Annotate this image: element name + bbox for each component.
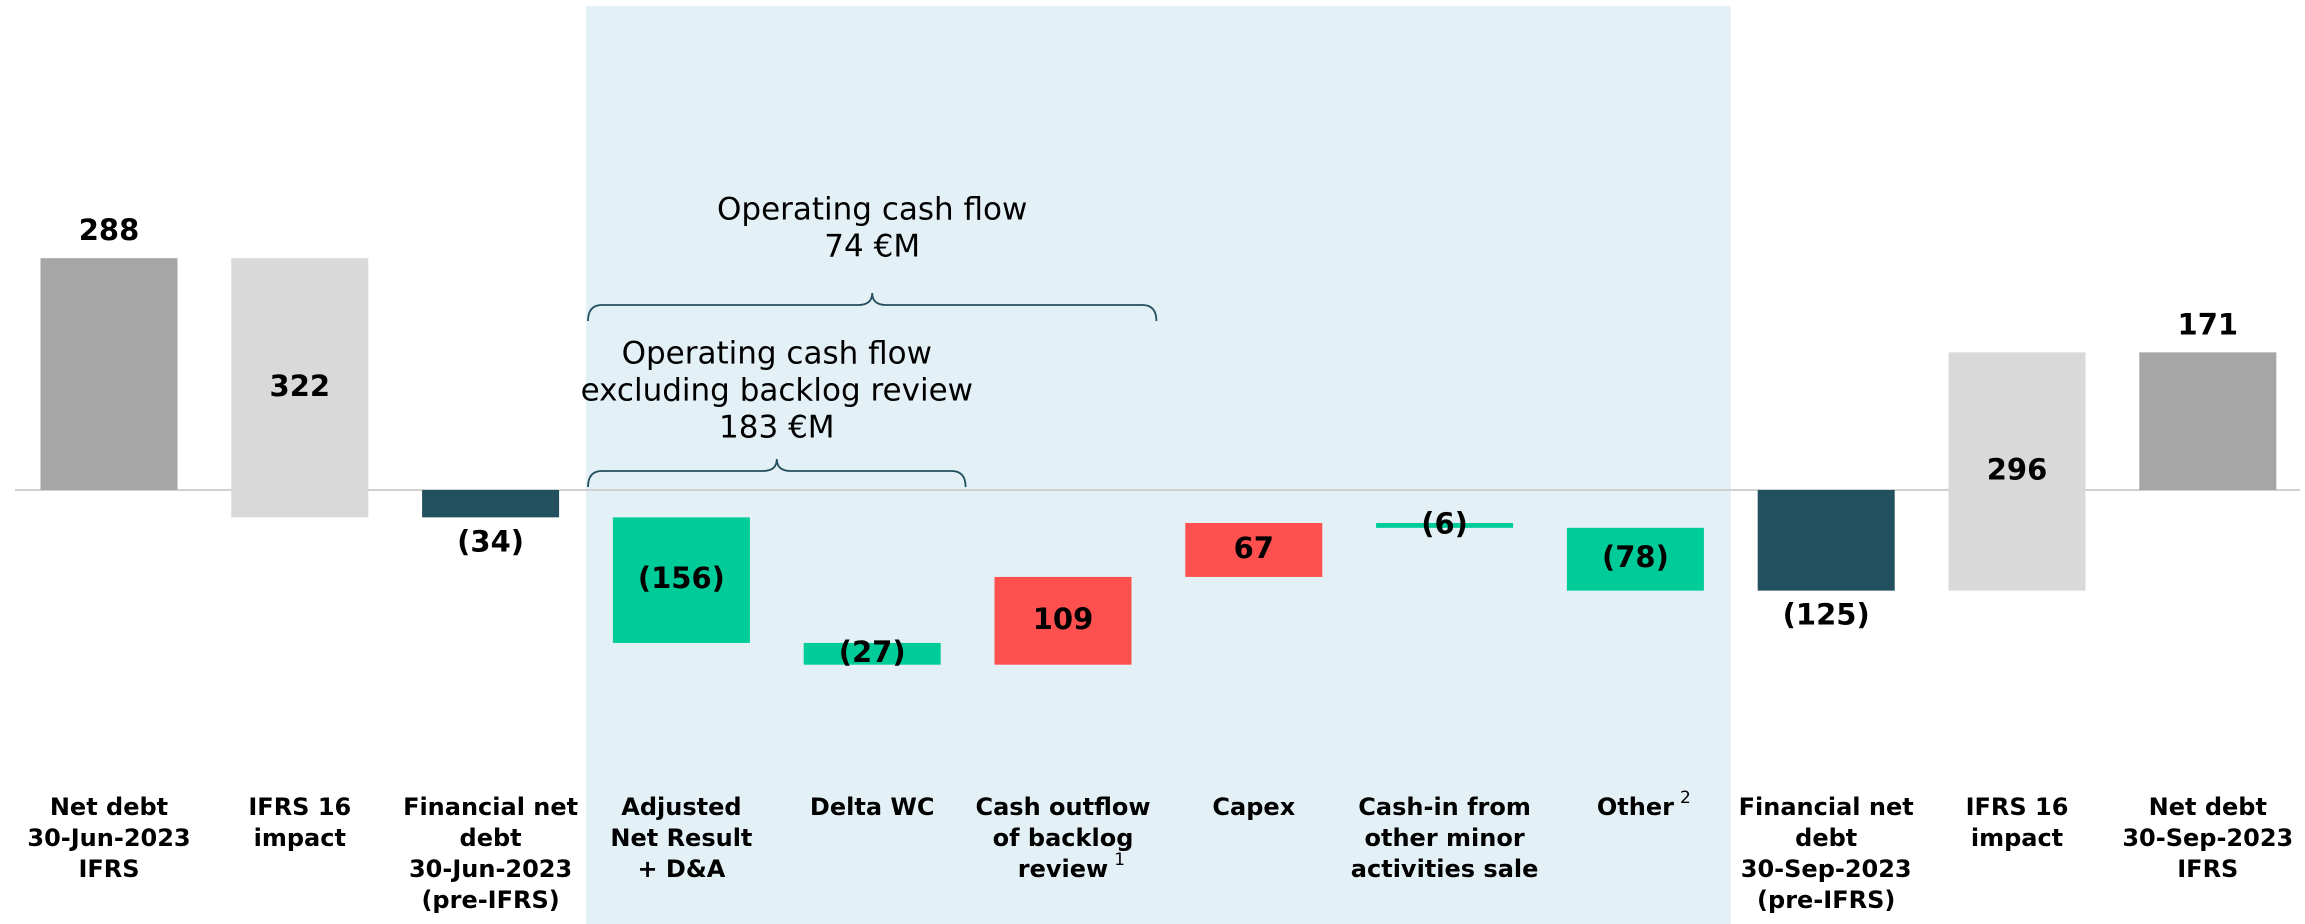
x-tick-label: of backlog	[993, 824, 1134, 852]
value-label: 288	[79, 213, 140, 247]
x-tick-label: Other	[1597, 793, 1674, 821]
x-tick-label: 30-Sep-2023	[2122, 824, 2293, 852]
brace	[587, 292, 1158, 322]
value-label: 171	[2178, 307, 2239, 341]
bar	[1376, 523, 1514, 528]
value-label: (78)	[1602, 540, 1669, 574]
annotation-text: 74 €M	[824, 229, 920, 265]
x-tick-label: 30-Jun-2023	[27, 824, 190, 852]
bar	[40, 258, 178, 490]
bar	[1948, 352, 2086, 591]
x-tick-label: impact	[1971, 824, 2063, 852]
x-tick-label: + D&A	[637, 855, 725, 883]
value-label: (125)	[1783, 598, 1870, 632]
x-tick-label: debt	[1795, 824, 1857, 852]
bar	[1185, 523, 1323, 577]
highlight-region	[586, 6, 1731, 924]
value-label: (156)	[638, 561, 725, 595]
x-tick-label: activities sale	[1351, 855, 1539, 883]
x-tick-label: Cash-in from	[1358, 793, 1531, 821]
x-tick-label: Financial net	[1739, 793, 1914, 821]
x-tick-label: other minor	[1365, 824, 1525, 852]
x-tick-label: Financial net	[403, 793, 578, 821]
value-label: (34)	[457, 524, 524, 558]
x-tick-label: impact	[254, 824, 346, 852]
bar	[803, 642, 941, 665]
value-label: (27)	[839, 635, 906, 669]
value-label: 296	[1987, 452, 2048, 486]
x-tick-label: Net debt	[50, 793, 168, 821]
value-label: 109	[1033, 602, 1094, 636]
x-tick-label: IFRS 16	[248, 793, 351, 821]
footnote-marker: 2	[1680, 788, 1691, 808]
x-tick-label: IFRS	[2177, 855, 2238, 883]
x-tick-label: Net debt	[2149, 793, 2267, 821]
x-tick-label: IFRS	[78, 855, 139, 883]
annotation-text: excluding backlog review	[581, 373, 973, 409]
x-tick-label: Adjusted	[621, 793, 741, 821]
bar	[231, 258, 369, 518]
x-tick-label: Cash outflow	[975, 793, 1150, 821]
x-tick-label: 30-Jun-2023	[409, 855, 572, 883]
footnote-marker: 1	[1114, 850, 1125, 870]
bar	[2139, 352, 2277, 490]
x-tick-label: review	[1018, 855, 1108, 883]
x-tick-label: (pre-IFRS)	[421, 886, 559, 914]
value-label: (6)	[1421, 506, 1468, 540]
x-tick-label: (pre-IFRS)	[1757, 886, 1895, 914]
bar	[1757, 490, 1895, 591]
x-tick-label: Capex	[1212, 793, 1295, 821]
annotation-text: 183 €M	[719, 410, 835, 446]
brace	[587, 458, 967, 488]
value-label: 322	[270, 369, 331, 403]
x-tick-label: 30-Sep-2023	[1741, 855, 1912, 883]
annotation-text: Operating cash flow	[717, 192, 1027, 228]
x-tick-label: IFRS 16	[1966, 793, 2069, 821]
bar	[994, 576, 1132, 665]
value-label: 67	[1234, 531, 1274, 565]
bar	[422, 490, 560, 518]
bar	[612, 517, 750, 643]
bar	[1566, 527, 1704, 591]
x-tick-label: debt	[460, 824, 522, 852]
x-tick-label: Delta WC	[810, 793, 935, 821]
x-tick-label: Net Result	[610, 824, 752, 852]
annotation-text: Operating cash flow	[622, 336, 932, 372]
